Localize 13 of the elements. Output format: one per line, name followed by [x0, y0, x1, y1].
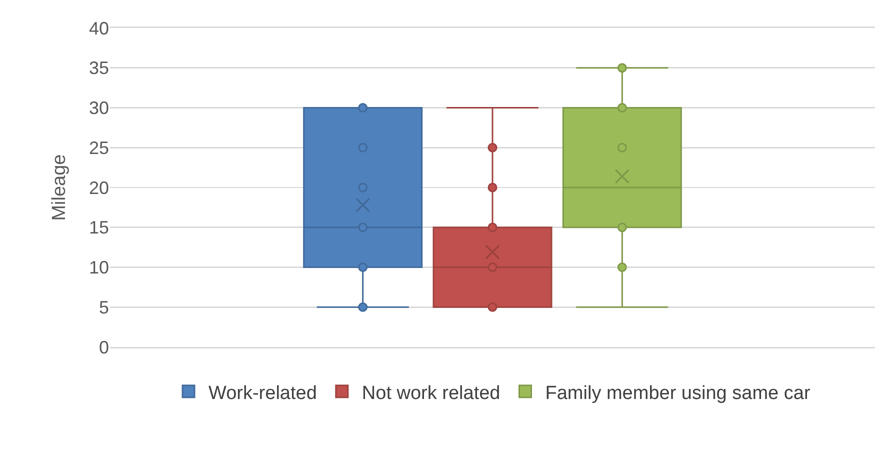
y-tick-label: 15	[88, 218, 109, 238]
y-tick-label: 10	[88, 258, 109, 278]
y-tick-label: 20	[88, 178, 109, 198]
legend-label: Family member using same car	[545, 382, 811, 404]
y-tick-label: 35	[88, 58, 109, 78]
y-tick-label: 30	[88, 98, 109, 118]
y-axis-title: Mileage	[48, 154, 70, 221]
y-tick-label: 40	[88, 18, 109, 38]
legend-label: Not work related	[362, 382, 500, 404]
legend-label: Work-related	[208, 382, 317, 404]
y-tick-label: 0	[98, 337, 109, 358]
y-tick-label: 25	[88, 138, 109, 158]
y-tick-label: 5	[98, 297, 109, 318]
